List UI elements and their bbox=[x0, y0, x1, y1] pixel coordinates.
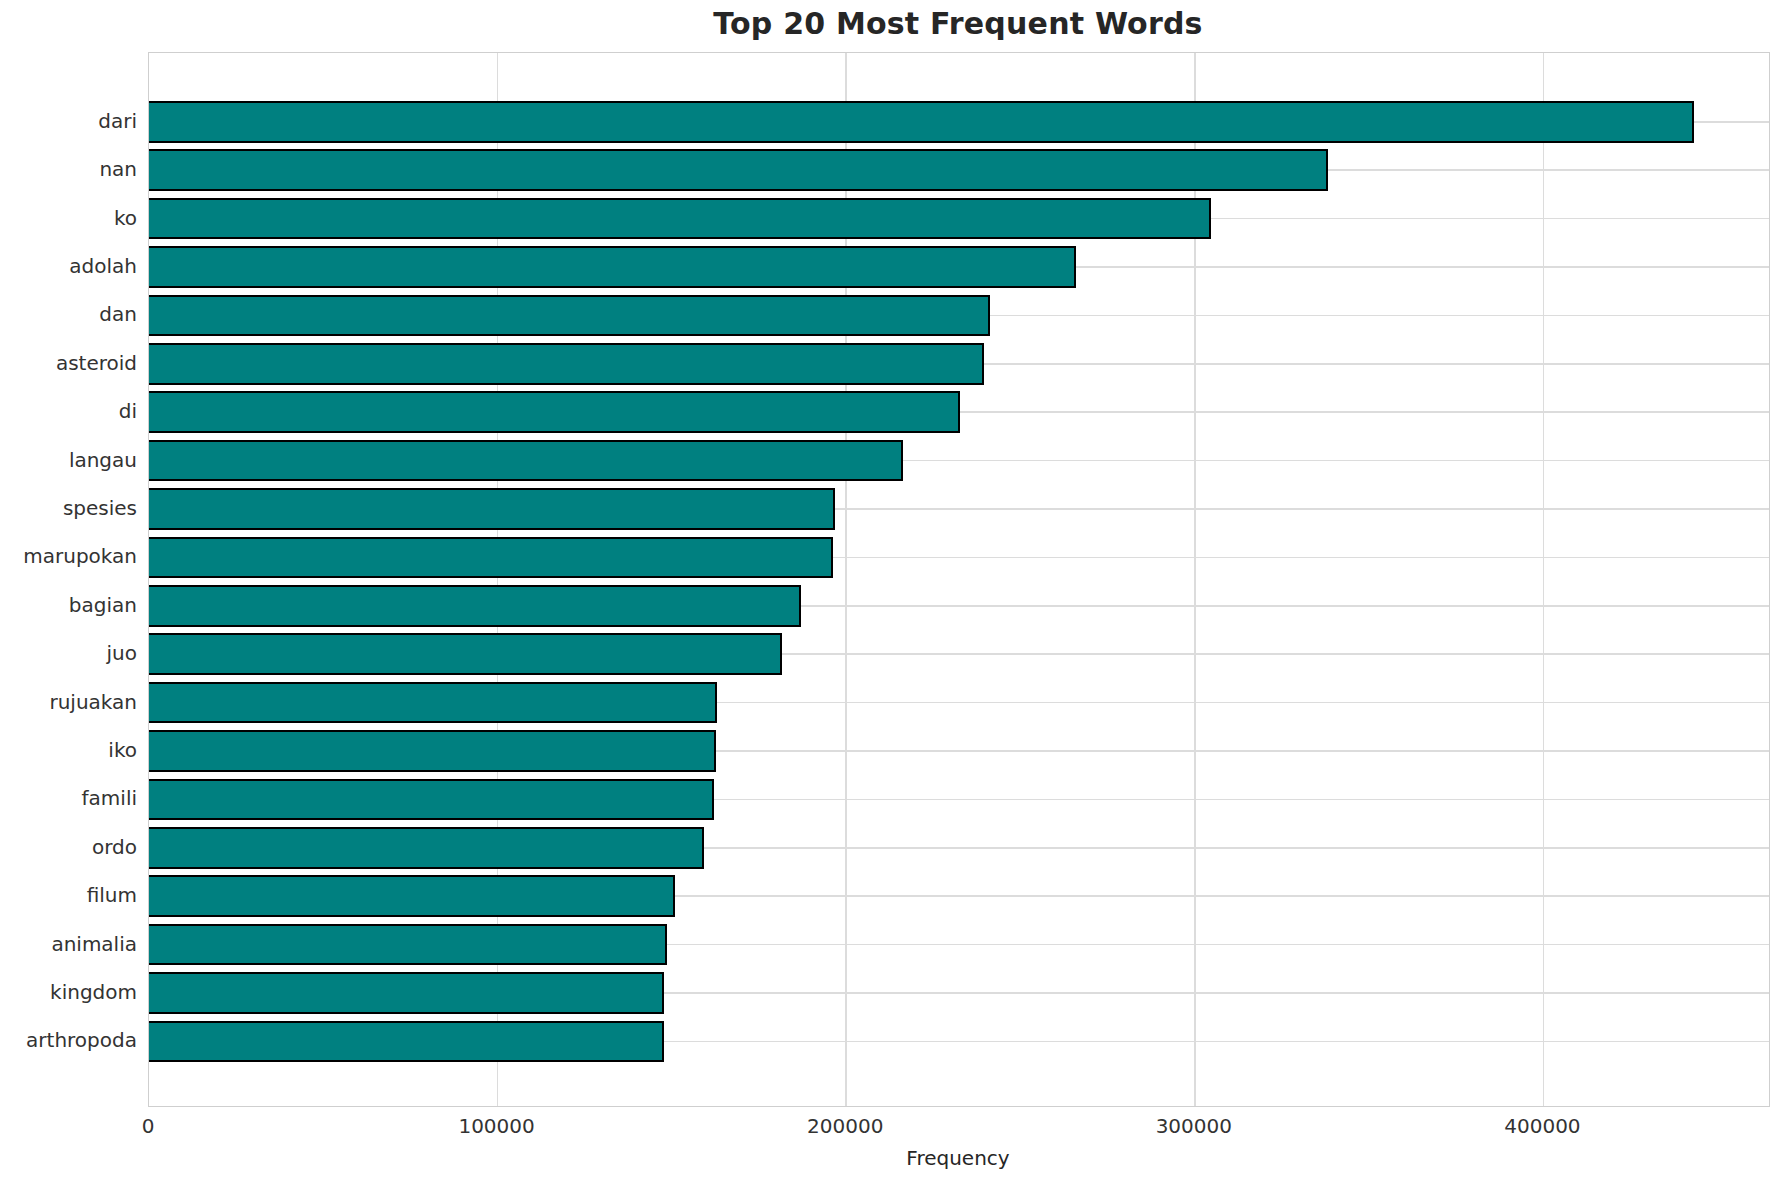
bar bbox=[149, 149, 1328, 191]
y-axis-label: filum bbox=[0, 881, 137, 909]
y-axis-label: asteroid bbox=[0, 349, 137, 377]
bar bbox=[149, 343, 984, 385]
y-axis-label: arthropoda bbox=[0, 1026, 137, 1054]
bar bbox=[149, 1021, 664, 1063]
x-tick-label: 400000 bbox=[1462, 1114, 1622, 1138]
y-axis-label: kingdom bbox=[0, 978, 137, 1006]
bar bbox=[149, 730, 716, 772]
bar bbox=[149, 924, 667, 966]
bar bbox=[149, 585, 801, 627]
plot-area bbox=[148, 52, 1770, 1107]
y-axis-label: rujuakan bbox=[0, 688, 137, 716]
bar bbox=[149, 682, 717, 724]
y-axis-label: nan bbox=[0, 155, 137, 183]
bar bbox=[149, 827, 704, 869]
y-axis-label: famili bbox=[0, 784, 137, 812]
bar bbox=[149, 246, 1076, 288]
x-tick-label: 300000 bbox=[1114, 1114, 1274, 1138]
y-axis-label: marupokan bbox=[0, 542, 137, 570]
x-tick-label: 0 bbox=[68, 1114, 228, 1138]
x-axis-title: Frequency bbox=[798, 1146, 1118, 1170]
y-axis-label: juo bbox=[0, 639, 137, 667]
figure: Top 20 Most Frequent Words Frequency 0 10… bbox=[0, 0, 1784, 1185]
y-axis-label: dan bbox=[0, 300, 137, 328]
bar bbox=[149, 779, 714, 821]
y-axis-label: di bbox=[0, 397, 137, 425]
y-axis-label: ko bbox=[0, 204, 137, 232]
x-tick-label: 100000 bbox=[417, 1114, 577, 1138]
bar bbox=[149, 633, 782, 675]
chart-title: Top 20 Most Frequent Words bbox=[308, 6, 1608, 41]
y-axis-label: animalia bbox=[0, 930, 137, 958]
y-axis-label: adolah bbox=[0, 252, 137, 280]
gridline-vertical bbox=[1543, 53, 1545, 1106]
bar bbox=[149, 972, 664, 1014]
y-axis-label: iko bbox=[0, 736, 137, 764]
y-axis-label: spesies bbox=[0, 494, 137, 522]
bar bbox=[149, 101, 1694, 143]
bar bbox=[149, 537, 833, 579]
bar bbox=[149, 391, 960, 433]
y-axis-label: ordo bbox=[0, 833, 137, 861]
bar bbox=[149, 198, 1211, 240]
y-axis-label: langau bbox=[0, 446, 137, 474]
bar bbox=[149, 440, 903, 482]
bar bbox=[149, 875, 675, 917]
bar bbox=[149, 488, 835, 530]
y-axis-label: dari bbox=[0, 107, 137, 135]
bar bbox=[149, 295, 990, 337]
y-axis-label: bagian bbox=[0, 591, 137, 619]
x-tick-label: 200000 bbox=[765, 1114, 925, 1138]
